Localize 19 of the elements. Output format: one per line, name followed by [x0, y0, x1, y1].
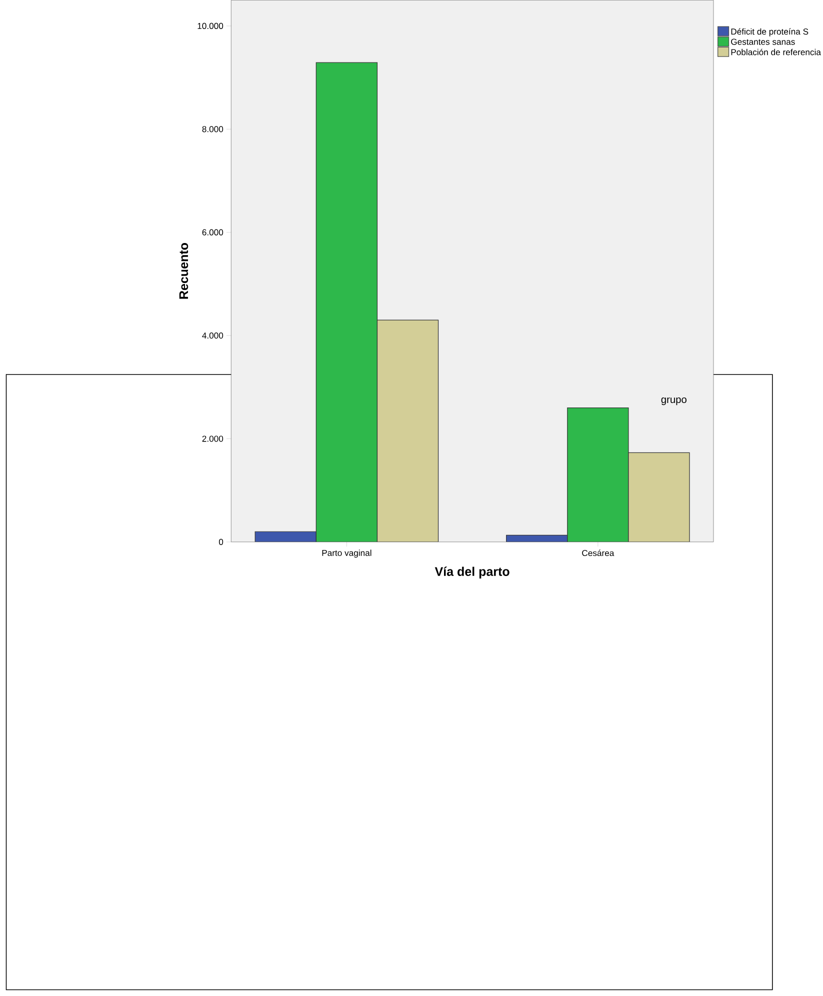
bar	[567, 407, 629, 542]
legend-label: Población de referencia	[732, 48, 822, 56]
legend-label: Gestantes sanas	[731, 38, 796, 45]
y-tick-label: 10.000	[198, 22, 224, 29]
bar	[628, 452, 690, 542]
x-tick-label: Cesárea	[582, 550, 614, 556]
legend-label: Déficit de proteína S	[732, 28, 808, 36]
bar	[316, 62, 378, 542]
y-tick-label: 0	[219, 538, 224, 545]
y-axis-title: Recuento	[180, 243, 188, 299]
legend-title: grupo	[662, 397, 687, 406]
y-tick-label: 8.000	[202, 126, 224, 132]
bar	[377, 320, 439, 542]
bar	[255, 532, 316, 542]
x-axis-title: Vía del parto	[435, 566, 510, 578]
y-tick-label: 2.000	[202, 436, 224, 442]
y-tick-label: 6.000	[202, 229, 224, 236]
x-tick-label: Parto vaginal	[322, 550, 372, 558]
y-tick-label: 4.000	[202, 332, 224, 339]
